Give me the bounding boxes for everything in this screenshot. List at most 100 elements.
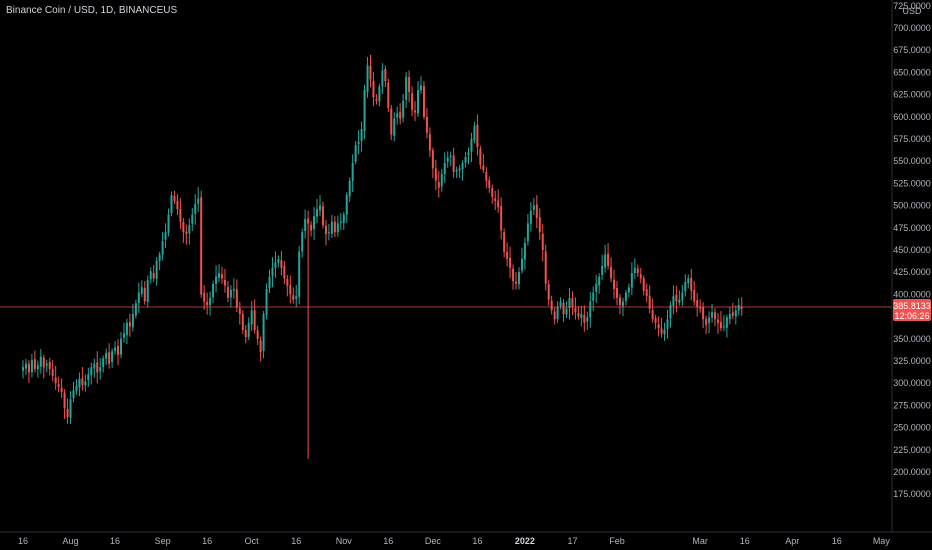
candle-body	[476, 124, 479, 147]
candle-body	[134, 303, 137, 316]
candle-body	[45, 363, 48, 366]
candle-body	[672, 296, 675, 306]
candle-body	[583, 315, 586, 323]
candle-body	[289, 285, 292, 295]
candle-body	[621, 301, 624, 307]
candle-body	[678, 299, 681, 303]
candle-body	[719, 321, 722, 329]
candle-body	[434, 168, 437, 181]
candle-body	[313, 216, 316, 229]
time-tick-label: Feb	[609, 536, 625, 546]
candle-body	[675, 294, 678, 302]
candle-body	[443, 162, 446, 175]
candle-body	[161, 241, 164, 255]
candle-body	[526, 223, 529, 242]
price-tick-label: 175.0000	[893, 489, 931, 499]
candle-body	[274, 262, 277, 269]
candle-body	[497, 200, 500, 208]
time-axis[interactable]: 16 Aug 16 Sep 16 Oct 16 Nov 16 Dec 16 2022 17 Feb Mar 1…	[18, 536, 890, 546]
candle-body	[36, 365, 39, 369]
price-axis[interactable]: 175.0000 200.0000 225.0000 250.0000 275.0000…	[893, 1, 931, 499]
candle-body	[99, 367, 102, 372]
candle-body	[503, 232, 506, 252]
candle-body	[419, 85, 422, 91]
price-tick-label: 450.0000	[893, 245, 931, 255]
candle-body	[105, 353, 108, 359]
time-tick-label: Apr	[785, 536, 799, 546]
candle-body	[369, 66, 372, 80]
candle-body	[131, 313, 134, 328]
time-tick-label: 16	[383, 536, 393, 546]
time-tick-label: Mar	[692, 536, 708, 546]
candle-body	[589, 301, 592, 318]
candle-body	[485, 171, 488, 181]
candle-body	[188, 225, 191, 234]
candle-body	[241, 313, 244, 330]
candle-body	[494, 198, 497, 202]
candle-body	[256, 330, 259, 339]
candle-body	[452, 155, 455, 172]
candle-body	[517, 272, 520, 285]
candle-body	[396, 113, 399, 118]
candle-body	[179, 209, 182, 222]
candle-body	[559, 301, 562, 307]
candle-body	[232, 289, 235, 291]
candle-body	[90, 367, 93, 376]
countdown-label: 12:06:26	[894, 311, 929, 321]
candle-body	[716, 319, 719, 323]
last-price-badge-bg	[893, 298, 931, 321]
candle-body	[87, 374, 90, 381]
candle-body	[286, 279, 289, 286]
candle-body	[556, 306, 559, 320]
candle-body	[636, 268, 639, 274]
candle-body	[696, 300, 699, 307]
time-tick-label: 16	[18, 536, 28, 546]
candle-body	[722, 326, 725, 328]
candle-body	[84, 381, 87, 386]
candle-body	[535, 204, 538, 219]
candle-body	[660, 328, 663, 334]
candle-body	[170, 194, 173, 214]
candle-body	[363, 90, 366, 131]
price-tick-label: 275.0000	[893, 400, 931, 410]
candle-body	[737, 305, 740, 311]
candle-body	[449, 155, 452, 157]
candle-body	[247, 322, 250, 337]
candle-body	[568, 297, 571, 309]
time-tick-label: May	[873, 536, 891, 546]
time-tick-label: 16	[202, 536, 212, 546]
candle-body	[42, 357, 45, 368]
candle-body	[375, 98, 378, 101]
candle-body	[164, 232, 167, 240]
candle-body	[72, 390, 75, 399]
candle-body	[265, 289, 268, 315]
candle-body	[226, 287, 229, 298]
price-tick-label: 400.0000	[893, 289, 931, 299]
price-tick-label: 675.0000	[893, 45, 931, 55]
candle-body	[176, 200, 179, 210]
candle-body	[250, 310, 253, 325]
time-tick-label: Dec	[425, 536, 442, 546]
candle-body	[111, 351, 114, 363]
candle-body	[681, 292, 684, 301]
candle-body	[613, 279, 616, 290]
candle-body	[212, 283, 215, 298]
candle-body	[529, 210, 532, 224]
candle-body	[473, 125, 476, 141]
candle-body	[571, 298, 574, 307]
candle-body	[684, 281, 687, 292]
candle-body	[357, 141, 360, 145]
candle-body	[431, 150, 434, 169]
time-tick-label: 16	[472, 536, 482, 546]
candle-body	[158, 254, 161, 261]
candle-body	[215, 276, 218, 284]
candle-body	[520, 258, 523, 271]
candle-body	[185, 231, 188, 235]
candle-body	[645, 289, 648, 297]
candle-body	[562, 302, 565, 314]
candle-body	[125, 322, 128, 336]
candles-layer	[22, 54, 743, 425]
price-tick-label: 725.0000	[893, 1, 931, 11]
candle-body	[238, 308, 241, 314]
